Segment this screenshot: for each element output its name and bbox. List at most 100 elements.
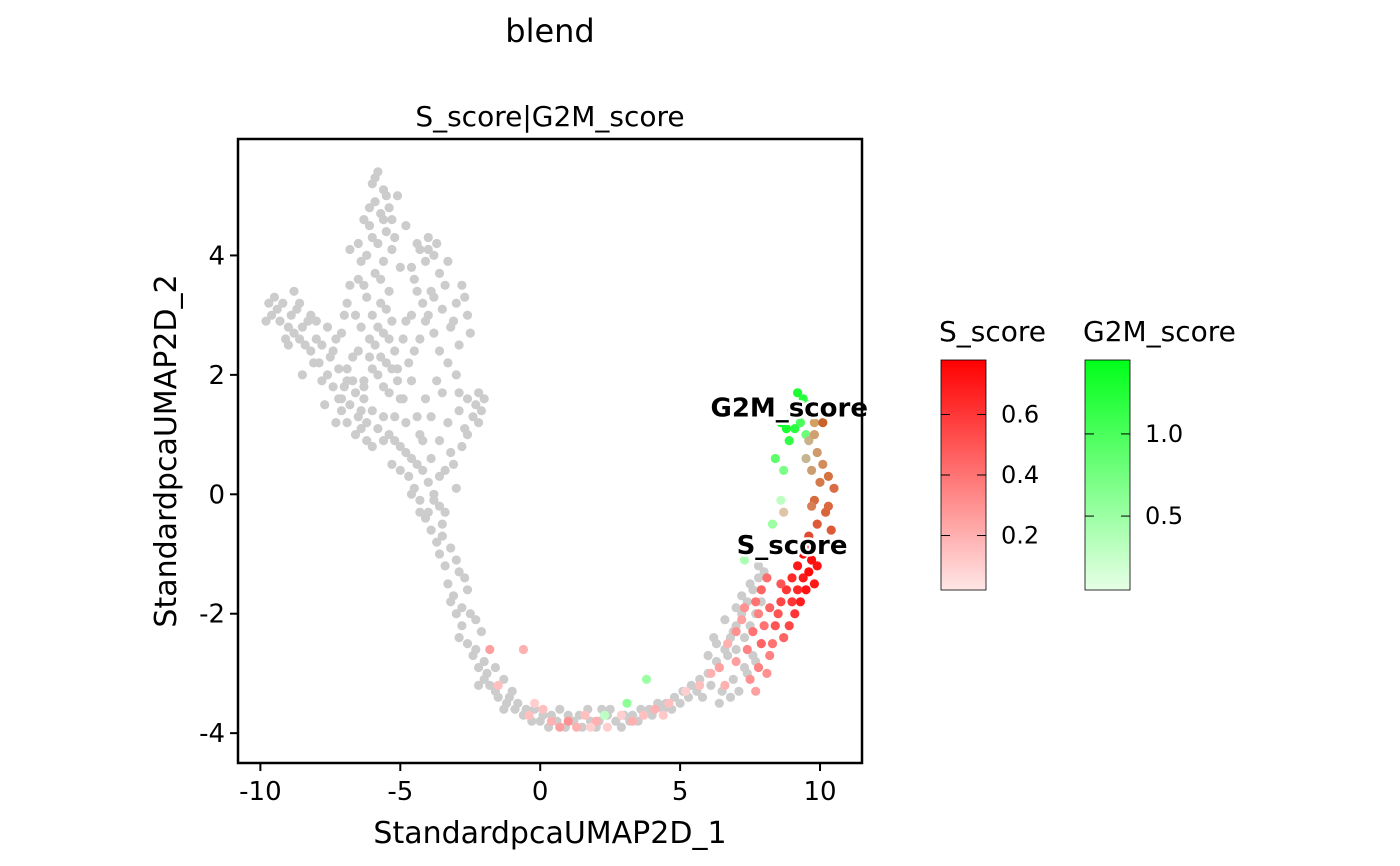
x-tick-label: 5 <box>672 777 689 807</box>
neutral-point <box>457 603 467 613</box>
neutral-point <box>440 280 450 290</box>
neutral-point <box>434 549 445 559</box>
neutral-point <box>295 298 305 308</box>
neutral-point <box>697 692 708 702</box>
both-point <box>812 519 822 529</box>
both-point <box>807 465 817 475</box>
g2m-score-point <box>793 388 803 398</box>
neutral-point <box>406 453 417 464</box>
neutral-point <box>443 358 453 368</box>
neutral-point <box>454 340 464 350</box>
neutral-point <box>401 221 411 231</box>
neutral-point <box>378 436 389 446</box>
neutral-point <box>734 686 744 696</box>
neutral-point <box>367 406 377 416</box>
s-score-point <box>546 716 557 726</box>
neutral-point <box>504 692 514 702</box>
neutral-point <box>471 644 481 655</box>
neutral-point <box>395 441 405 452</box>
both-point <box>815 543 825 553</box>
neutral-point <box>429 328 439 338</box>
s-score-point <box>714 662 724 673</box>
x-axis-title: StandardpcaUMAP2D_1 <box>373 816 726 851</box>
neutral-point <box>432 376 442 386</box>
neutral-point <box>283 322 293 332</box>
s-score-point <box>793 561 803 571</box>
neutral-point <box>462 394 473 404</box>
s-score-point <box>762 668 772 679</box>
s-score-point <box>650 704 660 714</box>
s-score-point <box>485 644 495 655</box>
neutral-point <box>334 394 344 404</box>
neutral-point <box>415 507 425 517</box>
neutral-point <box>311 316 321 326</box>
neutral-point <box>434 471 445 481</box>
neutral-point <box>406 262 417 272</box>
s-score-point <box>779 633 789 643</box>
neutral-point <box>264 298 274 308</box>
neutral-point <box>350 310 361 320</box>
neutral-point <box>753 573 764 583</box>
neutral-point <box>362 292 372 302</box>
neutral-point <box>267 310 277 320</box>
g2m-score-point <box>641 674 652 685</box>
neutral-point <box>395 465 405 475</box>
y-axis-title: StandardpcaUMAP2D_2 <box>149 274 184 627</box>
neutral-point <box>448 459 459 469</box>
neutral-point <box>401 447 411 458</box>
neutral-point <box>426 525 436 535</box>
neutral-point <box>443 418 453 428</box>
neutral-point <box>474 680 484 691</box>
neutral-point <box>434 501 445 511</box>
neutral-point <box>370 173 380 183</box>
neutral-point <box>462 585 473 595</box>
neutral-point <box>406 310 417 320</box>
neutral-point <box>474 418 484 428</box>
colorbar-tick-label: 0.2 <box>1001 522 1039 550</box>
neutral-point <box>373 238 383 249</box>
s-score-point <box>518 644 529 655</box>
x-tick-label: -10 <box>239 777 281 807</box>
neutral-point <box>373 322 383 332</box>
s-score-point <box>530 698 540 708</box>
both-point <box>809 418 820 428</box>
x-axis: -10 -5 0 5 10 <box>239 763 837 807</box>
neutral-point <box>331 334 341 344</box>
x-tick-label: 0 <box>532 777 549 807</box>
neutral-point <box>429 292 439 302</box>
s-score-point <box>787 573 797 583</box>
neutral-point <box>443 579 453 589</box>
neutral-point <box>420 316 431 326</box>
both-point <box>779 507 789 517</box>
neutral-point <box>423 244 433 255</box>
s-score-point <box>555 722 565 732</box>
neutral-point <box>364 334 375 344</box>
neutral-point <box>404 471 414 481</box>
neutral-point <box>345 244 355 255</box>
neutral-point <box>320 400 330 410</box>
neutral-point <box>272 304 282 314</box>
neutral-point <box>429 250 439 260</box>
neutral-point <box>415 334 425 344</box>
s-score-point <box>706 668 716 679</box>
neutral-point <box>616 722 627 732</box>
s-score-point <box>731 627 741 637</box>
neutral-point <box>420 394 431 404</box>
neutral-point <box>345 280 355 290</box>
neutral-point <box>295 334 305 344</box>
neutral-point <box>261 316 271 326</box>
neutral-point <box>362 250 372 260</box>
colorbar-tick-label: 0.5 <box>1145 502 1183 530</box>
neutral-point <box>482 668 492 679</box>
neutral-point <box>706 680 716 691</box>
s-score-point <box>807 555 817 565</box>
neutral-point <box>437 531 447 541</box>
s-score-point <box>759 621 769 631</box>
neutral-point <box>322 370 333 380</box>
g2m-score-point <box>790 424 800 434</box>
neutral-point <box>297 370 307 380</box>
s-score-point <box>580 710 590 720</box>
y-tick-label: -2 <box>199 600 225 630</box>
neutral-point <box>286 310 296 320</box>
neutral-point <box>334 364 344 374</box>
